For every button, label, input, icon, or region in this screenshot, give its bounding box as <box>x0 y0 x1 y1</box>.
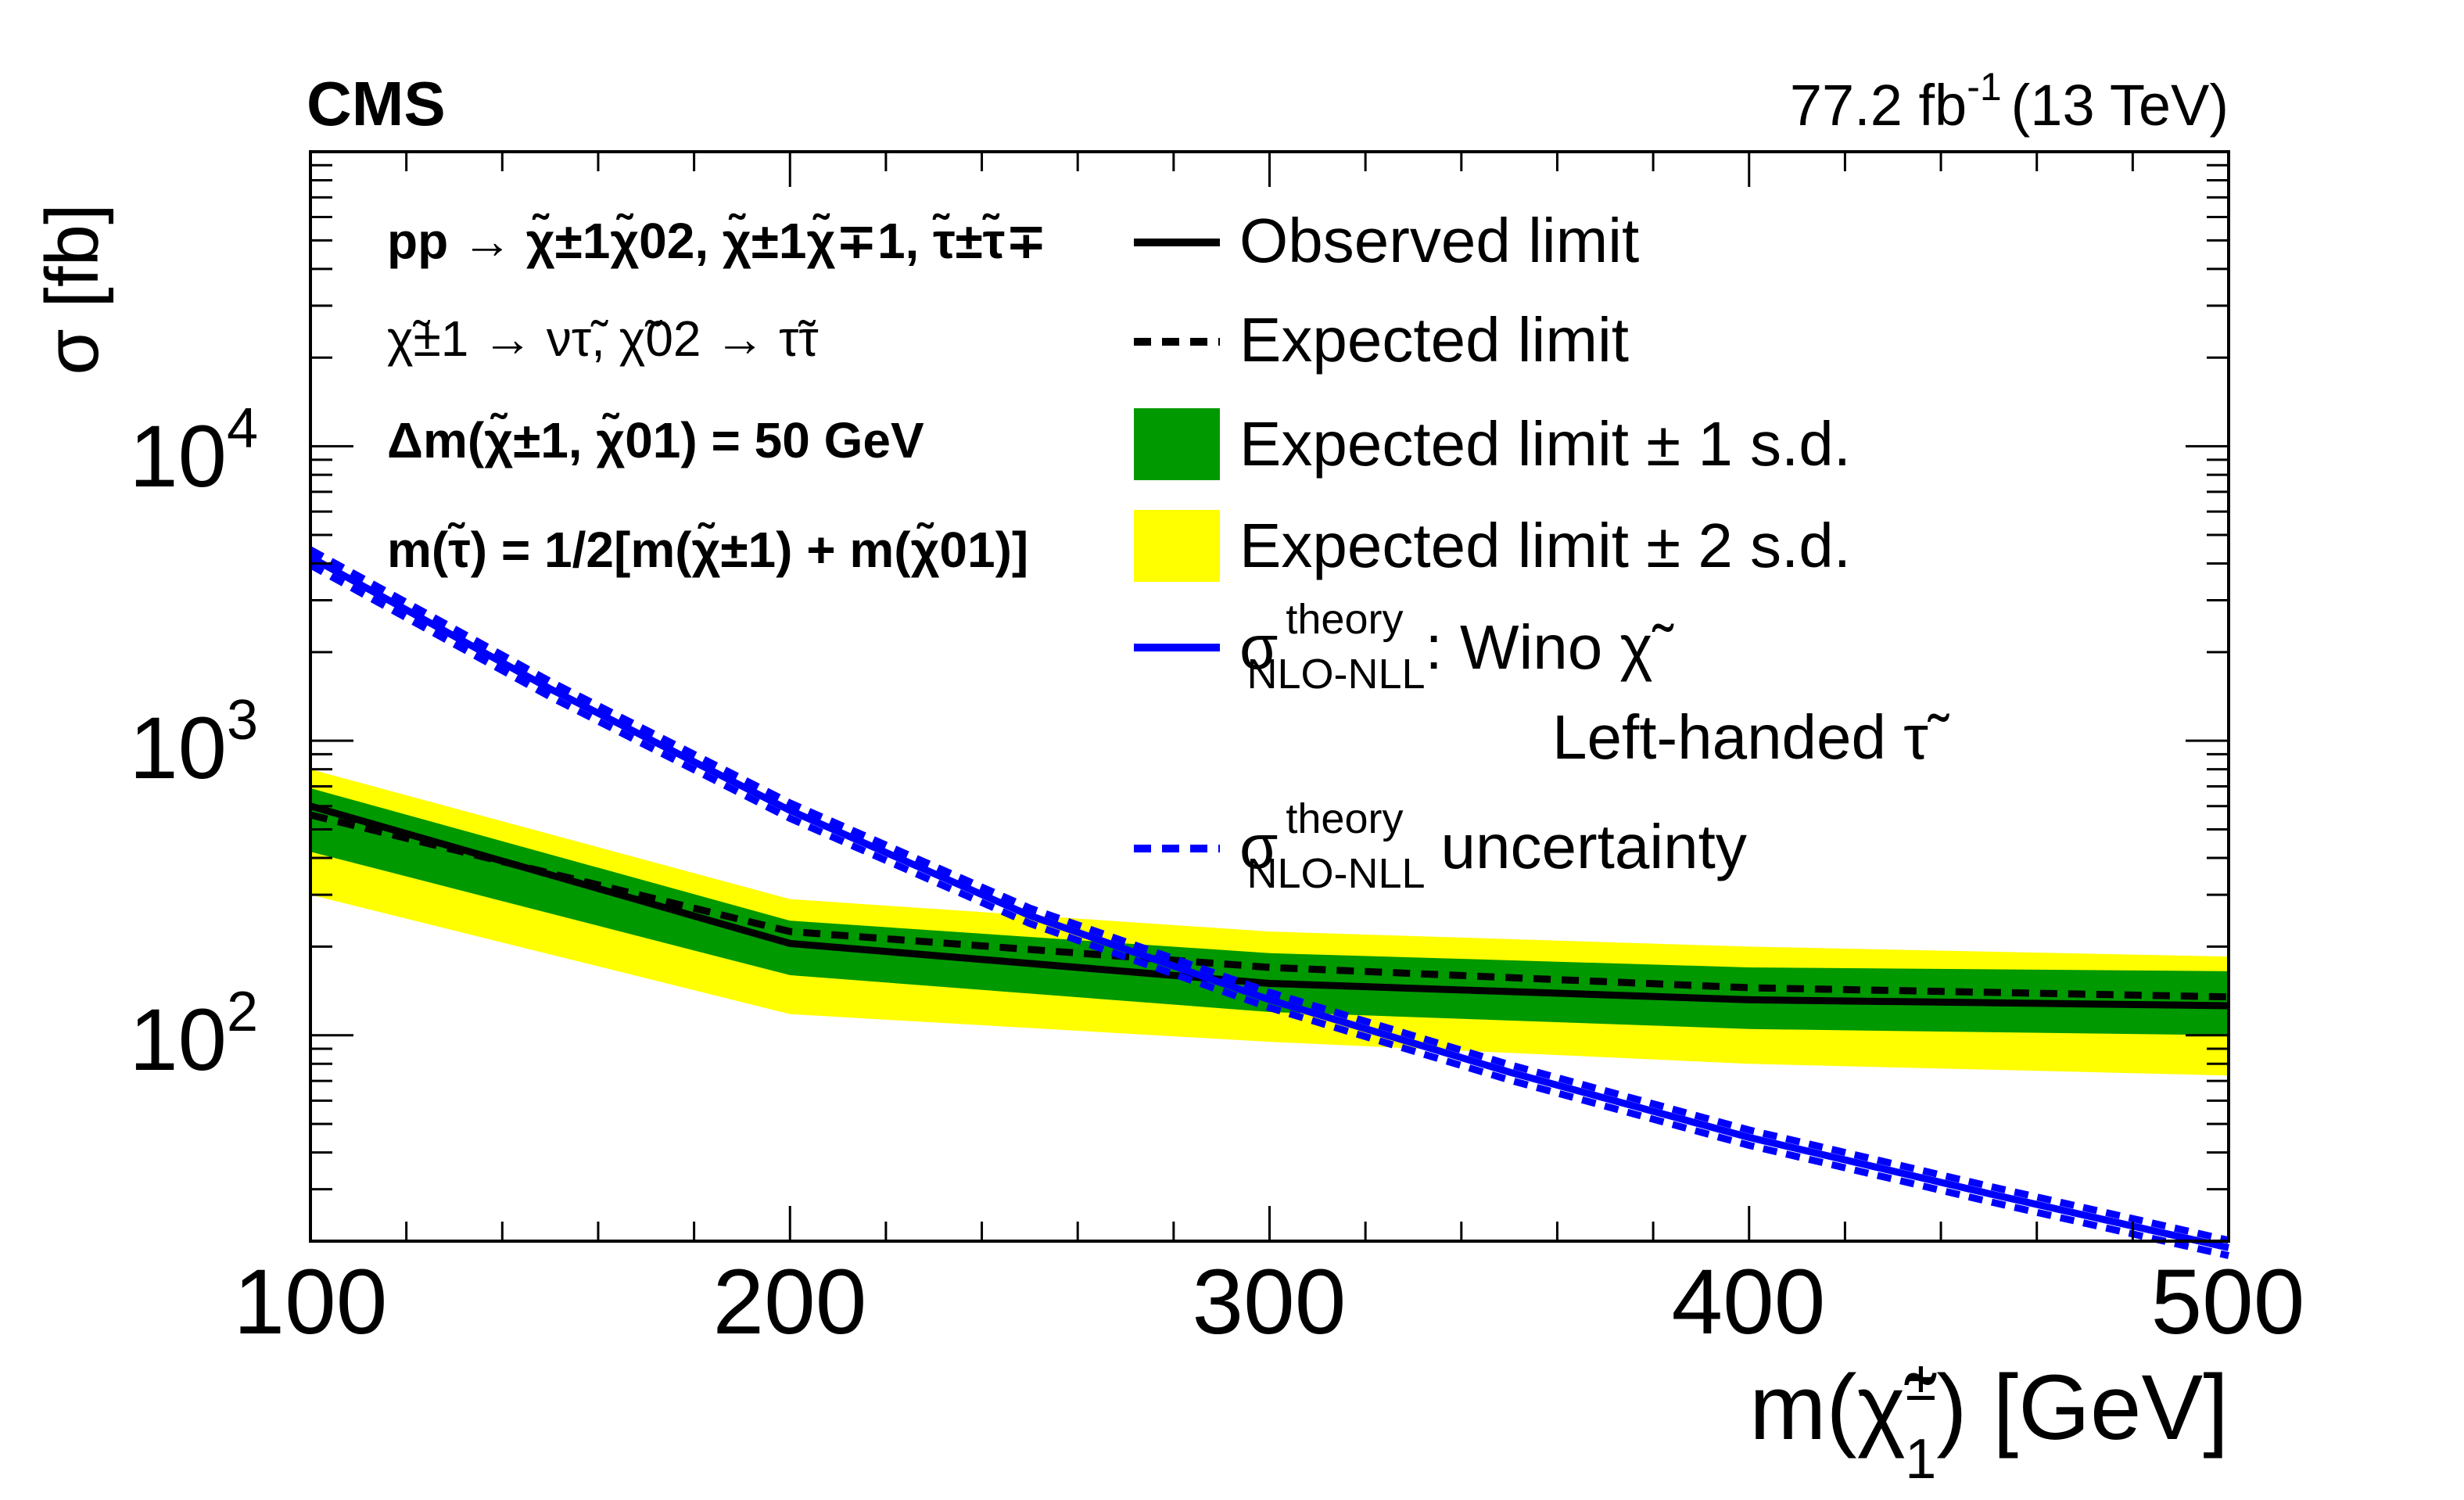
luminosity-label: 77.2 fb-1 (13 TeV) <box>1790 65 2229 138</box>
y-tick-label-1e4: 104 <box>129 397 258 505</box>
x-tick-label-500: 500 <box>2151 1251 2305 1354</box>
y-tick-label-1e2: 102 <box>129 981 258 1089</box>
expected-limit-line <box>309 811 2229 1001</box>
legend-theory-label: σ theory NLO-NLL: Wino χ̃ <box>1239 596 1674 698</box>
data-layer <box>308 546 2229 1259</box>
energy-label: (13 TeV) <box>2011 73 2229 138</box>
legend-band1-swatch <box>1134 408 1220 480</box>
y-tick-label-1e3: 103 <box>129 689 258 797</box>
annotation-stau-mass: m(τ̃) = 1/2[m(χ̃±1) + m(χ̃01)] <box>387 522 1028 578</box>
theory-uncertainty-lower <box>308 562 2229 1259</box>
legend-theory-line2: Left-handed τ̃ <box>1552 702 1950 772</box>
observed-limit-line <box>309 802 2229 1010</box>
x-tick-label-300: 300 <box>1193 1251 1347 1354</box>
x-tick-label-400: 400 <box>1672 1251 1826 1354</box>
band-1sd <box>310 788 2229 1035</box>
annotation-process: pp → χ̃±1χ̃02, χ̃±1χ̃∓1, τ̃±τ̃∓ <box>387 213 1047 269</box>
x-axis-label: m(χ̃± 1) [GeV] <box>1749 1350 2229 1491</box>
lumi-value: 77.2 fb <box>1790 73 1967 138</box>
svg-text:77.2 fb-1(13 TeV): 77.2 fb-1 (13 TeV) <box>1790 65 2229 138</box>
annotation-decay: χ̃±1 → ντ̃, χ̃02 → τ̃τ <box>387 310 819 367</box>
tick-layer <box>309 150 2230 1243</box>
theory-cross-section-line <box>308 554 2229 1251</box>
annotation-delta-m: Δm(χ̃±1, χ̃01) = 50 GeV <box>387 412 924 468</box>
legend-band2-label: Expected limit ± 2 s.d. <box>1239 511 1851 580</box>
lumi-exponent: -1 <box>1967 65 2001 109</box>
legend-expected-label: Expected limit <box>1239 305 1629 375</box>
x-tick-label-200: 200 <box>713 1251 867 1354</box>
x-tick-label-100: 100 <box>234 1251 388 1354</box>
legend: Observed limit Expected limit Expected l… <box>1134 206 1950 897</box>
legend-band2-swatch <box>1134 510 1220 582</box>
y-axis-label: σ [fb] <box>30 203 114 375</box>
experiment-label: CMS <box>307 69 446 138</box>
legend-uncertainty-label: σ theory NLO-NLL uncertainty <box>1239 795 1747 897</box>
legend-observed-label: Observed limit <box>1239 206 1639 275</box>
theory-uncertainty-upper <box>308 546 2229 1244</box>
legend-band1-label: Expected limit ± 1 s.d. <box>1239 409 1851 479</box>
